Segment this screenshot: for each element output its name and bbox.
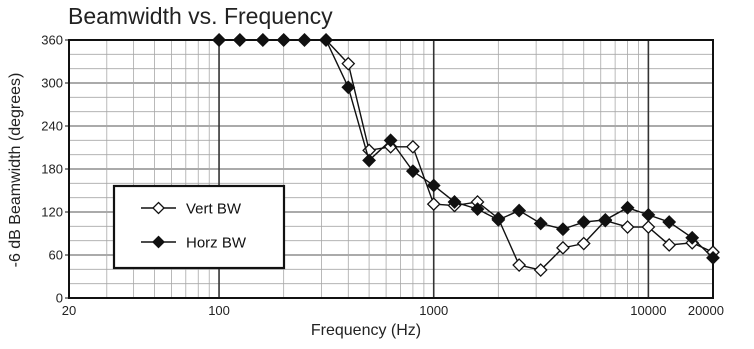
x-tick-label: 20000 bbox=[688, 303, 724, 318]
data-point bbox=[620, 200, 635, 215]
data-point bbox=[512, 258, 527, 272]
data-point bbox=[533, 263, 548, 277]
data-point bbox=[362, 153, 377, 168]
legend-marker bbox=[152, 201, 165, 215]
x-tick-label: 100 bbox=[208, 303, 230, 318]
series-group bbox=[212, 33, 720, 277]
plot-grid bbox=[68, 39, 714, 299]
data-point bbox=[232, 33, 247, 47]
data-point bbox=[641, 220, 656, 234]
data-point bbox=[426, 178, 441, 193]
data-point bbox=[319, 33, 333, 47]
data-point bbox=[685, 230, 700, 245]
data-point bbox=[512, 203, 527, 218]
data-point bbox=[556, 240, 570, 255]
data-point bbox=[341, 56, 356, 71]
data-point bbox=[470, 202, 485, 217]
x-tick-label: 20 bbox=[62, 303, 76, 318]
data-point bbox=[641, 207, 656, 222]
data-point bbox=[576, 215, 591, 229]
data-point bbox=[341, 80, 356, 95]
data-point bbox=[212, 33, 226, 47]
legend-label: Vert BW bbox=[186, 201, 242, 218]
data-point bbox=[447, 195, 462, 209]
data-point bbox=[491, 212, 506, 227]
x-tick-label: 10000 bbox=[630, 303, 666, 318]
data-point bbox=[297, 33, 312, 47]
legend-box bbox=[112, 184, 286, 270]
x-tick-label: 1000 bbox=[419, 303, 448, 318]
x-axis-title: Frequency (Hz) bbox=[310, 322, 422, 339]
y-tick-label: 300 bbox=[41, 76, 63, 91]
data-point bbox=[662, 238, 677, 252]
data-point bbox=[706, 250, 720, 265]
y-tick-label: 180 bbox=[41, 162, 63, 177]
data-point bbox=[598, 212, 613, 227]
data-point bbox=[620, 220, 635, 234]
data-point bbox=[405, 139, 420, 154]
axis-ticks: 0 60 120 180 240 300 360 20 100 1000 10000 20000 bbox=[41, 33, 724, 319]
data-point bbox=[662, 215, 677, 229]
y-tick-label: 360 bbox=[41, 33, 63, 48]
legend-label: Horz BW bbox=[186, 235, 247, 252]
data-point bbox=[405, 164, 420, 179]
data-point bbox=[533, 216, 548, 231]
data-point bbox=[556, 222, 570, 237]
chart-title: Beamwidth vs. Frequency bbox=[68, 3, 333, 29]
y-tick-label: 60 bbox=[49, 248, 63, 263]
legend: Vert BW Horz BW bbox=[112, 184, 286, 270]
y-tick-label: 240 bbox=[41, 119, 63, 134]
data-point bbox=[426, 197, 441, 212]
legend-marker bbox=[152, 235, 165, 249]
y-tick-label: 0 bbox=[56, 291, 63, 306]
y-tick-label: 120 bbox=[41, 205, 63, 220]
data-point bbox=[276, 33, 291, 47]
data-point bbox=[255, 33, 270, 47]
data-point bbox=[576, 236, 591, 251]
data-point bbox=[383, 133, 398, 148]
